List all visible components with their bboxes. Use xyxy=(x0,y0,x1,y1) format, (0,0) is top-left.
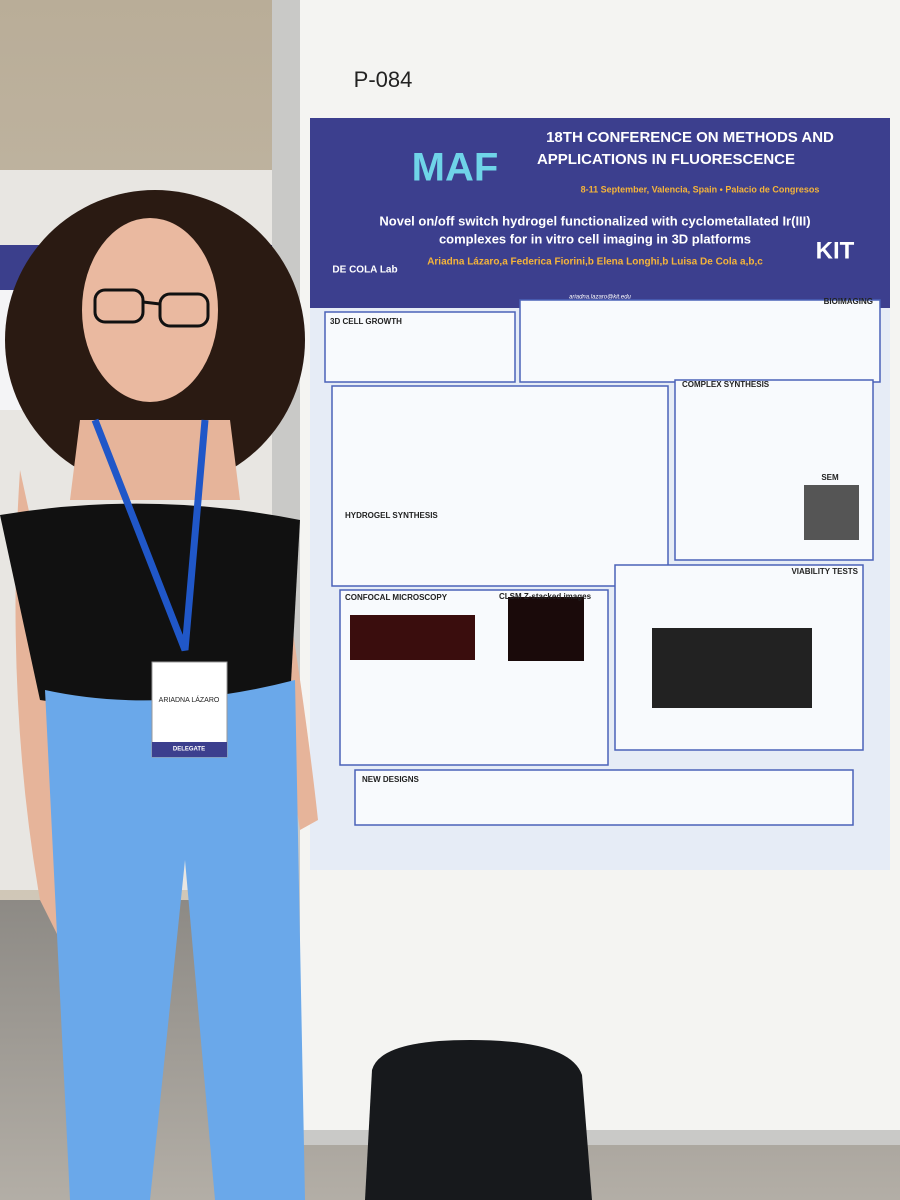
section-title: 3D CELL GROWTH xyxy=(330,317,402,326)
backpack xyxy=(365,1040,592,1200)
section-title: SEM xyxy=(821,473,839,482)
conference-name: APPLICATIONS IN FLUORESCENCE xyxy=(537,151,795,168)
lab-logo: DE COLA Lab xyxy=(332,265,397,276)
glasses xyxy=(93,288,210,328)
badge xyxy=(151,661,228,758)
conference-logo: MAF xyxy=(412,146,499,190)
section-title: NEW DESIGNS xyxy=(362,775,420,784)
trousers xyxy=(45,680,305,1200)
panel xyxy=(331,385,669,587)
kit-logo: KIT xyxy=(816,237,855,264)
poster-title: Novel on/off switch hydrogel functionali… xyxy=(379,213,810,228)
lanyard xyxy=(91,418,209,652)
section-title: CONFOCAL MICROSCOPY xyxy=(345,593,448,602)
section-title: HYDROGEL SYNTHESIS xyxy=(345,511,438,520)
badge-role: DELEGATE xyxy=(173,747,205,753)
neck xyxy=(70,420,240,500)
conference-name: 18TH CONFERENCE ON METHODS AND xyxy=(546,129,834,146)
poster-header xyxy=(310,118,890,308)
micrograph xyxy=(350,615,475,660)
micrograph xyxy=(652,628,812,708)
badge-band xyxy=(152,742,227,757)
section-titles: 3D CELL GROWTH BIOIMAGING HYDROGEL SYNTHES… xyxy=(330,297,873,784)
badge-name: ARIADNA LÁZARO xyxy=(159,695,220,704)
section-title: BIOIMAGING xyxy=(824,297,873,306)
poster-email: ariadna.lazaro@kit.edu xyxy=(569,295,631,301)
sem-image xyxy=(804,485,859,540)
section-title: VIABILITY TESTS xyxy=(791,567,858,576)
panel xyxy=(519,299,881,383)
poster-authors: Ariadna Lázaro,a Federica Fiorini,b Elen… xyxy=(427,257,763,268)
top xyxy=(0,503,300,710)
section-title: COMPLEX SYNTHESIS xyxy=(682,380,770,389)
panel xyxy=(354,769,854,826)
poster-title: complexes for in vitro cell imaging in 3… xyxy=(439,231,751,246)
conference-dates: 8-11 September, Valencia, Spain • Palaci… xyxy=(581,184,820,194)
panel xyxy=(324,311,516,383)
micrograph xyxy=(508,597,584,661)
section-title: CLSM Z-stacked images xyxy=(499,592,592,601)
face xyxy=(82,218,218,402)
board-label: P-084 xyxy=(354,67,413,92)
